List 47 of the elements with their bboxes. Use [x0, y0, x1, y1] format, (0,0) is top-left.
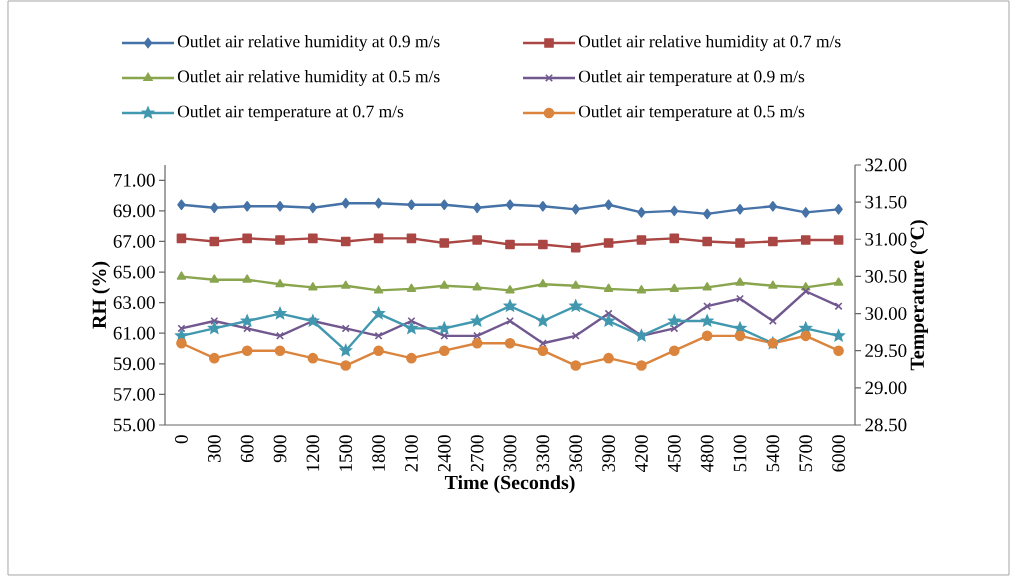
y2-tick-label: 29.50: [865, 344, 907, 358]
x-tick-label: 300: [207, 435, 221, 462]
y2-tick-label: 30.50: [865, 270, 907, 283]
x-tick-label: 4200: [635, 435, 648, 472]
x-tick-label: 1800: [372, 435, 385, 471]
x-axis-title: Time (Seconds): [444, 475, 575, 494]
x-tick-label: 4500: [667, 435, 681, 472]
y-tick-label: 63.00: [113, 296, 155, 310]
x-tick-label: 3600: [569, 435, 583, 472]
x-tick-label: 2400: [437, 435, 451, 472]
y-axis-title: RH (%): [91, 261, 111, 329]
y2-axis-title: Temperature (°C): [909, 220, 929, 371]
y-tick-label: 69.00: [113, 204, 155, 218]
legend-label: Outlet air temperature at 0.7 m/s: [177, 105, 404, 121]
x-tick-label: 5700: [799, 435, 813, 472]
legend-label: Outlet air temperature at 0.9 m/s: [578, 70, 805, 86]
y-tick-label: 67.00: [113, 235, 155, 248]
x-tick-label: 0: [175, 435, 188, 444]
y-tick-label: 65.00: [113, 265, 155, 279]
x-tick-label: 900: [273, 435, 287, 463]
y2-tick-label: 28.50: [865, 418, 907, 432]
legend-label: Outlet air relative humidity at 0.5 m/s: [177, 70, 440, 86]
y-tick-label: 55.00: [113, 418, 155, 432]
x-tick-label: 1200: [306, 435, 320, 471]
legend-label: Outlet air relative humidity at 0.9 m/s: [177, 35, 440, 51]
x-tick-label: 4800: [700, 435, 714, 472]
x-tick-label: 5100: [733, 435, 747, 472]
y-tick-label: 71.00: [114, 173, 155, 187]
legend-label: Outlet air temperature at 0.5 m/s: [578, 105, 805, 121]
y2-tick-label: 31.00: [865, 232, 907, 246]
y2-tick-label: 30.00: [865, 307, 907, 320]
x-tick-label: 6000: [832, 435, 845, 472]
x-tick-label: 3000: [503, 435, 517, 472]
x-tick-label: 600: [240, 435, 254, 463]
x-tick-label: 2100: [405, 435, 418, 472]
x-tick-label: 3900: [602, 435, 615, 472]
y2-tick-label: 32.00: [865, 158, 907, 172]
y-tick-label: 61.00: [113, 326, 155, 340]
x-tick-label: 1500: [339, 435, 353, 471]
legend-label: Outlet air relative humidity at 0.7 m/s: [578, 35, 841, 51]
y2-tick-label: 29.00: [865, 381, 907, 395]
y2-tick-label: 31.50: [865, 195, 907, 209]
x-tick-label: 5400: [766, 435, 780, 472]
y-tick-label: 57.00: [113, 387, 155, 401]
y-tick-label: 59.00: [113, 357, 155, 371]
x-tick-label: 3300: [536, 435, 550, 472]
x-tick-label: 2700: [470, 435, 484, 472]
